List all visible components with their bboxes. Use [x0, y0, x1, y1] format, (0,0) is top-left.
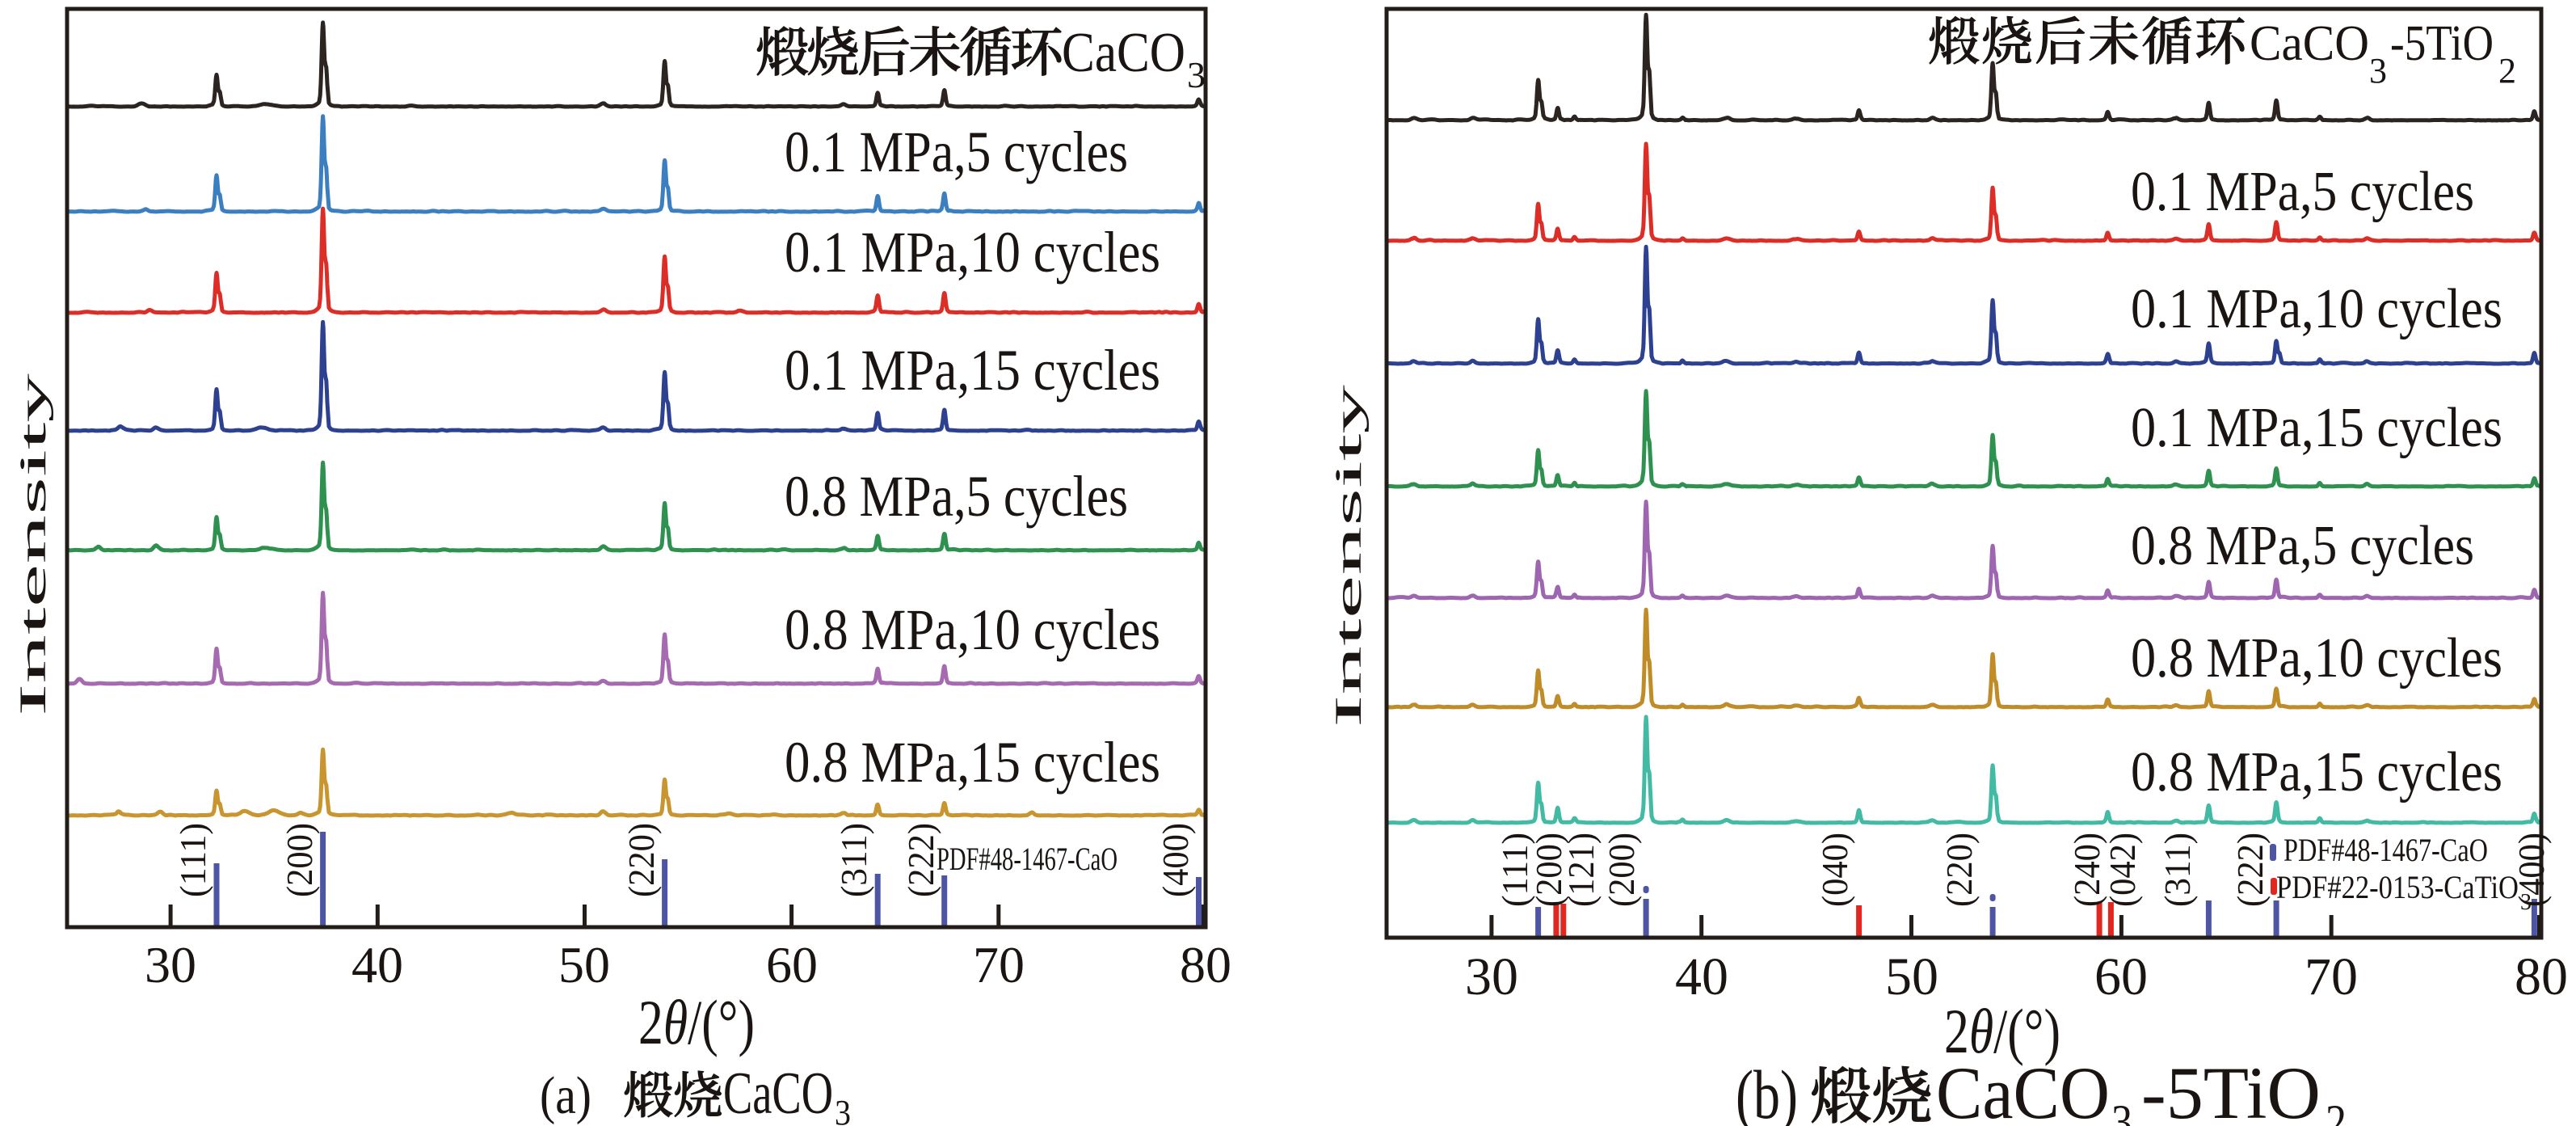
svg-text:CaCO: CaCO [2250, 16, 2369, 71]
svg-text:(400): (400) [2511, 833, 2552, 907]
svg-text:3: 3 [835, 1093, 851, 1126]
svg-text:3: 3 [2111, 1095, 2132, 1126]
svg-text:0.8 MPa,10 cycles: 0.8 MPa,10 cycles [2131, 627, 2502, 690]
svg-text:60: 60 [2094, 947, 2148, 1006]
svg-text:0.8 MPa,15 cycles: 0.8 MPa,15 cycles [2131, 741, 2502, 803]
svg-text:0.8 MPa,5 cycles: 0.8 MPa,5 cycles [2131, 515, 2474, 577]
svg-text:(220): (220) [621, 823, 662, 897]
svg-text:80: 80 [2515, 947, 2568, 1006]
svg-text:(111): (111) [1494, 833, 1535, 907]
svg-text:80: 80 [1180, 936, 1231, 993]
svg-text:3: 3 [1187, 54, 1206, 95]
svg-text:(400): (400) [1155, 823, 1196, 897]
svg-text:-5TiO: -5TiO [2141, 1052, 2321, 1126]
svg-text:30: 30 [145, 936, 196, 993]
svg-text:60: 60 [766, 936, 818, 993]
svg-text:3: 3 [2369, 51, 2387, 91]
svg-text:(042): (042) [2102, 833, 2143, 907]
svg-text:(b): (b) [1736, 1056, 1798, 1126]
svg-text:0.1 MPa,10 cycles: 0.1 MPa,10 cycles [2131, 278, 2502, 340]
svg-text:0.8 MPa,15 cycles: 0.8 MPa,15 cycles [785, 730, 1160, 795]
svg-text:(200): (200) [279, 823, 320, 897]
svg-text:(311): (311) [833, 823, 874, 897]
svg-text:Intensity: Intensity [12, 373, 53, 716]
svg-text:(220): (220) [1938, 833, 1980, 907]
svg-text:(222): (222) [900, 823, 941, 897]
svg-text:0.1 MPa,5 cycles: 0.1 MPa,5 cycles [2131, 161, 2474, 223]
svg-text:PDF#48-1467-CaO: PDF#48-1467-CaO [2283, 832, 2488, 868]
svg-text:40: 40 [1675, 947, 1728, 1006]
svg-text:0.1 MPa,5 cycles: 0.1 MPa,5 cycles [785, 120, 1128, 184]
svg-text:70: 70 [973, 936, 1025, 993]
svg-text:(111): (111) [172, 823, 213, 897]
svg-text:0.8 MPa,10 cycles: 0.8 MPa,10 cycles [785, 597, 1160, 662]
svg-text:50: 50 [1885, 947, 1938, 1006]
svg-text:0.1 MPa,15 cycles: 0.1 MPa,15 cycles [2131, 397, 2502, 459]
svg-text:PDF#48-1467-CaO: PDF#48-1467-CaO [937, 841, 1118, 877]
svg-text:70: 70 [2305, 947, 2358, 1006]
svg-text:2θ/(°): 2θ/(°) [638, 987, 755, 1057]
svg-text:(222): (222) [2229, 833, 2271, 907]
svg-text:0.1 MPa,10 cycles: 0.1 MPa,10 cycles [785, 220, 1160, 285]
svg-text:(200): (200) [1601, 833, 1642, 907]
svg-text:0.1 MPa,15 cycles: 0.1 MPa,15 cycles [785, 338, 1160, 403]
svg-text:(a): (a) [540, 1066, 591, 1125]
svg-text:(040): (040) [1814, 833, 1855, 907]
svg-text:CaCO: CaCO [723, 1061, 833, 1126]
svg-text:-5TiO: -5TiO [2390, 16, 2494, 71]
svg-text:(200): (200) [1528, 833, 1569, 907]
svg-text:CaCO: CaCO [1936, 1052, 2110, 1126]
svg-text:Intensity: Intensity [1328, 385, 1369, 727]
svg-text:(240): (240) [2066, 833, 2107, 907]
svg-text:(121): (121) [1560, 833, 1602, 907]
svg-text:30: 30 [1465, 947, 1518, 1006]
svg-text:2θ/(°): 2θ/(°) [1944, 996, 2060, 1066]
svg-text:40: 40 [351, 936, 403, 993]
svg-text:50: 50 [558, 936, 610, 993]
svg-text:3: 3 [2520, 890, 2532, 915]
svg-text:CaCO: CaCO [1062, 22, 1185, 84]
svg-text:(311): (311) [2157, 833, 2198, 907]
svg-text:2: 2 [2498, 51, 2516, 91]
svg-text:0.8 MPa,5 cycles: 0.8 MPa,5 cycles [785, 464, 1128, 529]
svg-text:2: 2 [2326, 1095, 2347, 1126]
svg-text:PDF#22-0153-CaTiO: PDF#22-0153-CaTiO [2276, 869, 2519, 905]
